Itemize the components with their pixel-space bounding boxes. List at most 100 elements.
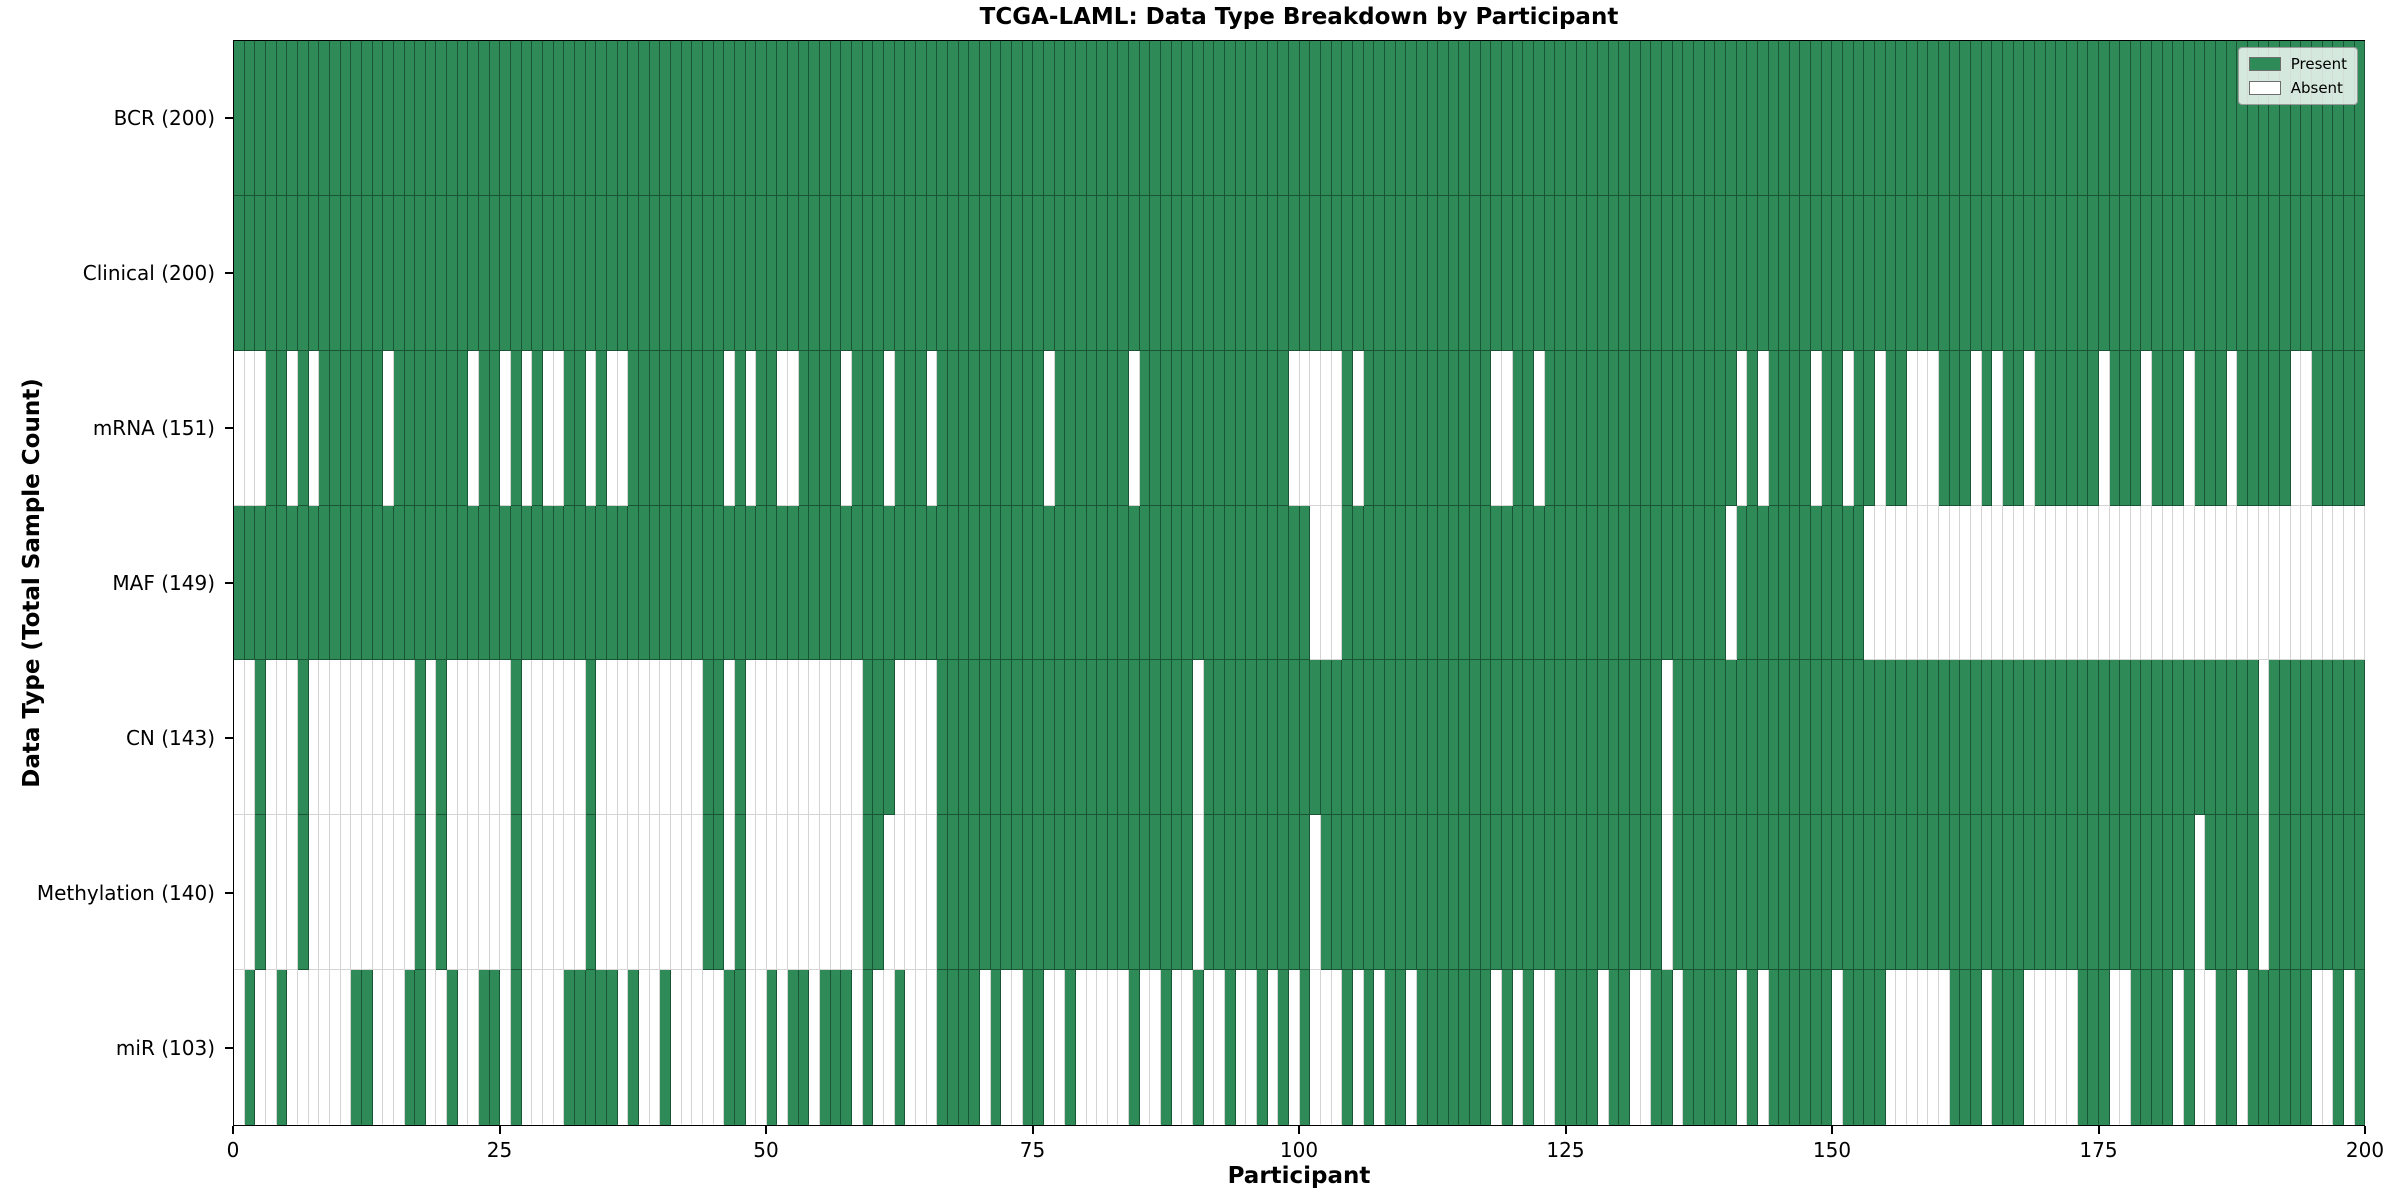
heatmap-cell [329,505,341,661]
heatmap-cell [308,970,320,1126]
heatmap-cell [1086,660,1098,816]
heatmap-cell [2205,505,2217,661]
heatmap-cell [2269,41,2280,196]
heatmap-cell [958,41,970,196]
heatmap-cell [638,41,650,196]
heatmap-cell [2216,195,2227,351]
heatmap-cell [297,195,309,351]
heatmap-cell [1097,660,1108,816]
heatmap-cell [638,195,650,351]
heatmap-cell [2088,505,2099,661]
heatmap-cell [1821,505,1833,661]
heatmap-cell [788,195,799,351]
heatmap-cell [1246,195,1257,351]
heatmap-cell [820,350,831,506]
heatmap-cell [1566,41,1577,196]
heatmap-cell [329,970,341,1126]
heatmap-cell [1033,505,1044,661]
heatmap-cell [1310,970,1321,1126]
heatmap-cell [1139,195,1151,351]
heatmap-cell [969,815,980,971]
heatmap-cell [734,660,746,816]
heatmap-cell [745,350,757,506]
heatmap-cell [2333,195,2344,351]
heatmap-cell [479,350,490,506]
heatmap-cell [1129,195,1140,351]
heatmap-cell [2120,660,2131,816]
heatmap-cell [1683,660,1694,816]
heatmap-cell [1438,660,1449,816]
heatmap-cell [564,970,575,1126]
heatmap-cell [2258,970,2270,1126]
heatmap-cell [1768,505,1780,661]
heatmap-cell [1661,970,1673,1126]
x-tick-label-175: 175 [2079,1138,2118,1162]
heatmap-cell [585,660,597,816]
heatmap-cell [1629,195,1641,351]
heatmap-cell [468,41,480,196]
heatmap-cell [521,970,533,1126]
heatmap-cell [457,660,469,816]
heatmap-cell [1075,350,1087,506]
heatmap-cell [1672,41,1684,196]
heatmap-cell [1459,815,1471,971]
heatmap-cell [1704,660,1716,816]
y-tick-label-Clinical: Clinical (200) [82,260,215,285]
heatmap-cell [2248,970,2259,1126]
heatmap-cell [724,350,735,506]
heatmap-cell [1065,505,1076,661]
heatmap-cell [1704,350,1716,506]
heatmap-cell [1960,815,1971,971]
heatmap-cell [287,660,298,816]
heatmap-cell [1544,660,1556,816]
heatmap-cell [1970,195,1982,351]
heatmap-cell [2205,815,2217,971]
heatmap-cell [1416,505,1428,661]
heatmap-cell [990,505,1002,661]
heatmap-cell [1001,660,1012,816]
heatmap-cell [351,195,362,351]
heatmap-cell [884,815,895,971]
heatmap-cell [1310,350,1321,506]
heatmap-cell [1225,970,1236,1126]
heatmap-cell [255,505,266,661]
heatmap-cell [2311,660,2323,816]
heatmap-cell [1853,195,1865,351]
heatmap-cell [1086,505,1098,661]
heatmap-cell [2130,41,2142,196]
heatmap-cell [447,350,458,506]
heatmap-cell [1491,815,1503,971]
heatmap-cell [2290,660,2302,816]
heatmap-cell [1033,350,1044,506]
heatmap-cell [2141,505,2153,661]
heatmap-cell [2088,195,2099,351]
heatmap-cell [862,195,874,351]
heatmap-cell [958,970,970,1126]
heatmap-cell [2301,41,2312,196]
heatmap-cell [1619,41,1630,196]
heatmap-cell [1001,970,1012,1126]
heatmap-cell [415,970,426,1126]
heatmap-cell [2098,505,2110,661]
x-tick-mark [1298,1126,1300,1134]
heatmap-cell [372,660,384,816]
heatmap-cell [2248,41,2259,196]
heatmap-cell [1768,350,1780,506]
heatmap-cell [1310,815,1321,971]
heatmap-cell [702,660,714,816]
heatmap-cell [2301,660,2312,816]
heatmap-cell [788,660,799,816]
heatmap-cell [1757,815,1769,971]
heatmap-cell [1427,505,1439,661]
heatmap-cell [1203,195,1215,351]
heatmap-cell [1331,815,1343,971]
heatmap-cell [2354,41,2366,196]
heatmap-cell [1693,350,1705,506]
heatmap-cell [500,350,512,506]
heatmap-cell [553,660,565,816]
heatmap-cell [724,195,735,351]
heatmap-cell [2024,195,2035,351]
legend: Present Absent [2237,47,2358,105]
heatmap-cell [543,815,554,971]
heatmap-cell [1992,660,2003,816]
